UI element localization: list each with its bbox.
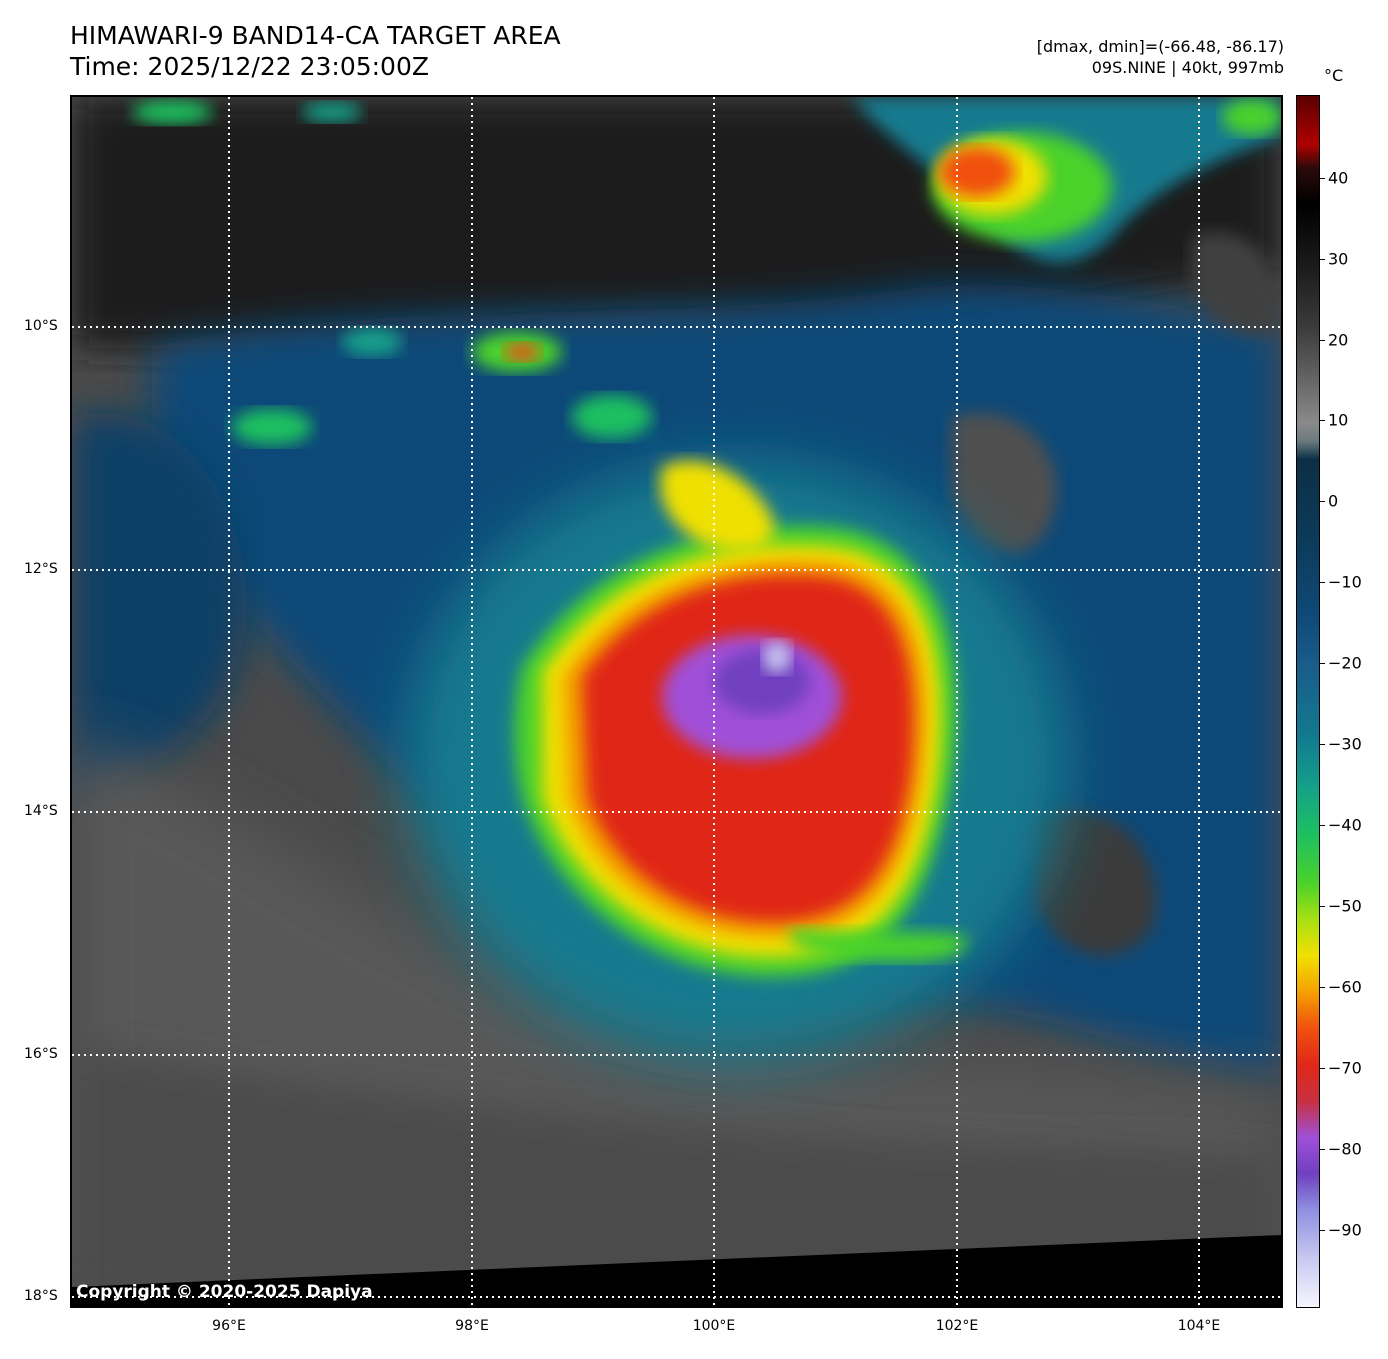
lat-label-16s: 16°S <box>24 1046 58 1062</box>
colorbar-label-20: 20 <box>1328 330 1349 350</box>
colorbar-label-10: 10 <box>1328 410 1349 430</box>
colorbar-label-minus90: −90 <box>1328 1220 1362 1240</box>
colorbar-tick <box>1320 906 1325 907</box>
colorbar-tick <box>1320 420 1325 421</box>
temperature-colorbar <box>1296 95 1320 1308</box>
satellite-map: Copyright © 2020-2025 Dapiya <box>70 95 1283 1308</box>
lon-label-100e: 100°E <box>692 1318 736 1334</box>
dmax-dmin-text: [dmax, dmin]=(-66.48, -86.17) <box>1036 37 1284 56</box>
colorbar-tick <box>1320 501 1325 502</box>
colorbar-label-minus40: −40 <box>1328 815 1362 835</box>
title-line-2: Time: 2025/12/22 23:05:00Z <box>70 52 429 81</box>
colorbar-label-0: 0 <box>1328 491 1339 511</box>
colorbar-unit: °C <box>1324 66 1344 85</box>
colorbar-label-minus50: −50 <box>1328 896 1362 916</box>
colorbar-tick <box>1320 744 1325 745</box>
storm-info-text: 09S.NINE | 40kt, 997mb <box>1091 58 1284 77</box>
colorbar-tick <box>1320 178 1325 179</box>
lat-label-18s: 18°S <box>24 1288 58 1304</box>
chart-title: HIMAWARI-9 BAND14-CA TARGET AREA Time: 2… <box>70 20 561 82</box>
lon-label-96e: 96°E <box>212 1318 246 1334</box>
lat-label-12s: 12°S <box>24 561 58 577</box>
lat-label-10s: 10°S <box>24 318 58 334</box>
colorbar-tick <box>1320 663 1325 664</box>
satellite-image <box>72 97 1281 1306</box>
colorbar-label-30: 30 <box>1328 249 1349 269</box>
colorbar-label-minus70: −70 <box>1328 1058 1362 1078</box>
colorbar-label-minus10: −10 <box>1328 572 1362 592</box>
lon-label-104e: 104°E <box>1177 1318 1221 1334</box>
metadata-block: [dmax, dmin]=(-66.48, -86.17) 09S.NINE |… <box>1037 36 1284 78</box>
colorbar-tick <box>1320 825 1325 826</box>
colorbar-tick <box>1320 259 1325 260</box>
colorbar-label-minus30: −30 <box>1328 734 1362 754</box>
title-line-1: HIMAWARI-9 BAND14-CA TARGET AREA <box>70 21 561 50</box>
lon-label-98e: 98°E <box>455 1318 489 1334</box>
copyright-text: Copyright © 2020-2025 Dapiya <box>76 1282 373 1302</box>
colorbar-label-minus60: −60 <box>1328 977 1362 997</box>
colorbar-label-minus80: −80 <box>1328 1139 1362 1159</box>
colorbar-tick <box>1320 987 1325 988</box>
colorbar-tick <box>1320 582 1325 583</box>
colorbar-label-minus20: −20 <box>1328 653 1362 673</box>
colorbar-label-40: 40 <box>1328 168 1349 188</box>
lon-label-102e: 102°E <box>935 1318 979 1334</box>
colorbar-tick <box>1320 1149 1325 1150</box>
colorbar-tick <box>1320 340 1325 341</box>
lat-label-14s: 14°S <box>24 803 58 819</box>
colorbar-tick <box>1320 1230 1325 1231</box>
colorbar-tick <box>1320 1068 1325 1069</box>
